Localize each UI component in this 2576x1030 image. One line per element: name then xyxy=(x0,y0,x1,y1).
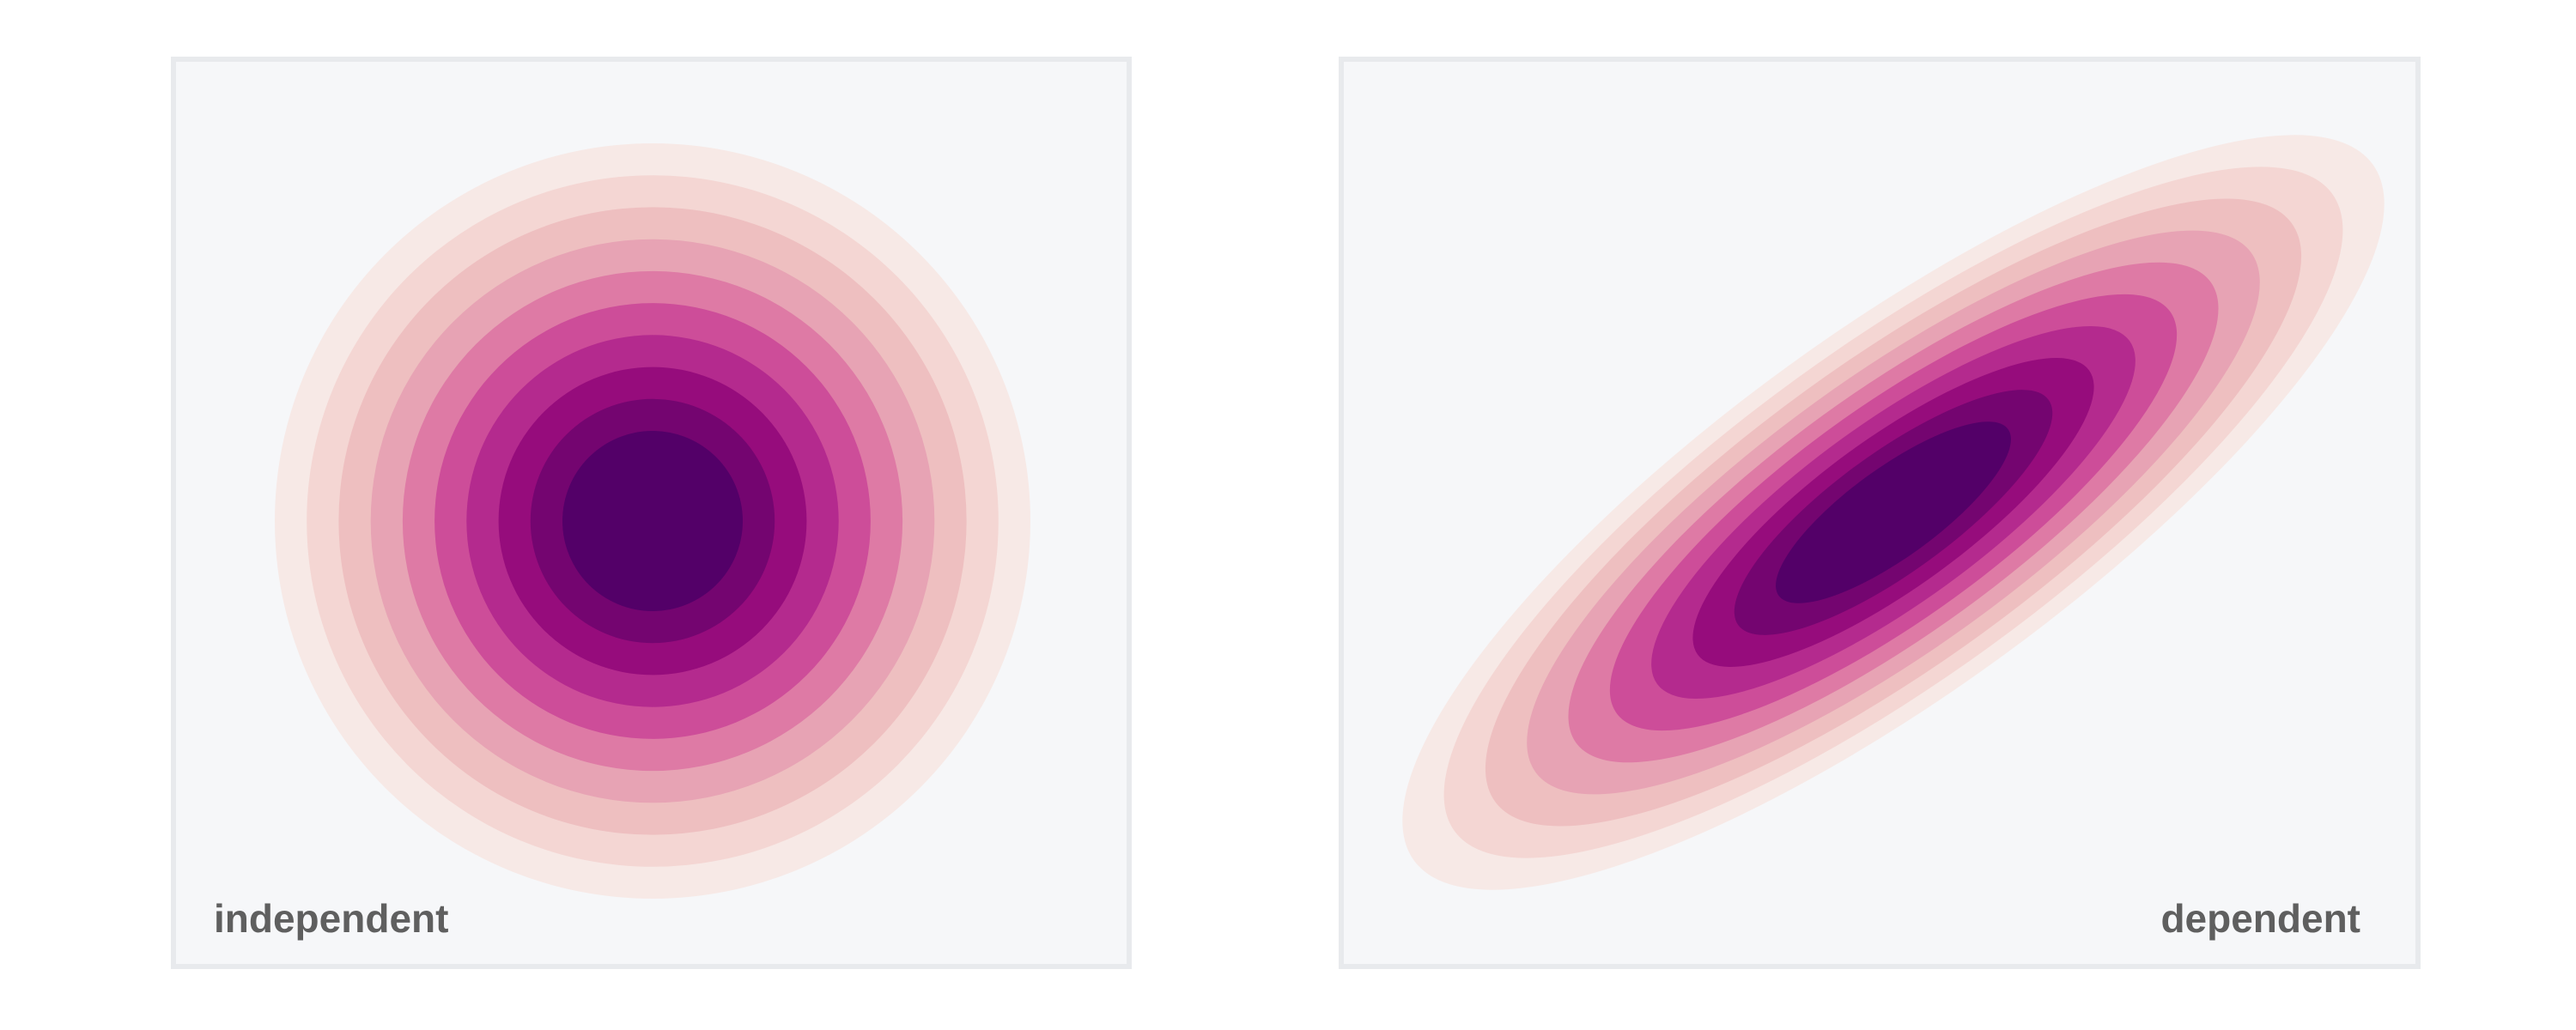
contour-level-10 xyxy=(562,431,743,611)
contour-levels xyxy=(275,143,1030,899)
independent-distribution-panel: independent xyxy=(171,57,1132,969)
contour-levels xyxy=(1402,135,2385,890)
dependent-contour-plot xyxy=(1344,62,2415,964)
independent-contour-plot xyxy=(176,62,1127,964)
independent-label: independent xyxy=(214,896,449,941)
dependent-distribution-panel: dependent xyxy=(1339,57,2421,969)
contour-level-10 xyxy=(1776,421,2011,603)
dependent-label: dependent xyxy=(2160,896,2360,941)
